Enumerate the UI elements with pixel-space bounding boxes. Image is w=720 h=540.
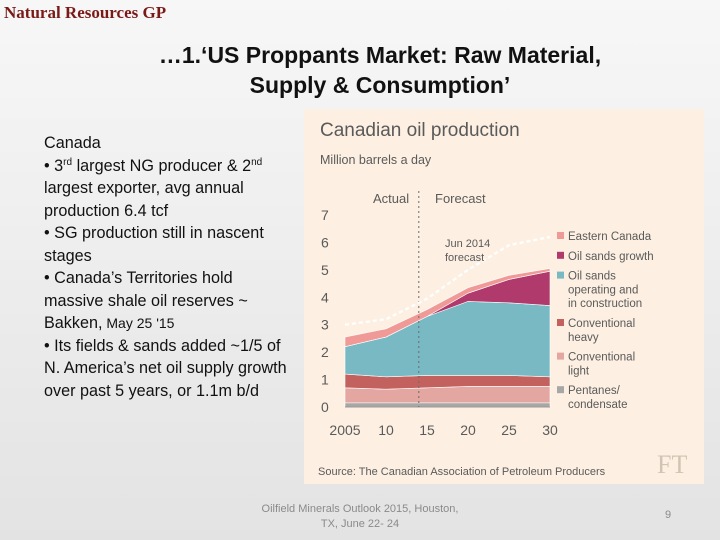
x-tick-label: 30 [542, 422, 558, 438]
bullet-supply-growth: • Its fields & sands added ~1/5 of N. Am… [44, 336, 287, 400]
ft-logo: FT [657, 450, 687, 479]
legend-label: Oil sands [568, 271, 616, 283]
actual-label: Actual [373, 191, 409, 206]
x-tick-label: 20 [460, 422, 476, 438]
y-tick-label: 6 [321, 234, 329, 250]
legend-label: Conventional [568, 352, 635, 364]
slide-footer: Oilfield Minerals Outlook 2015, Houston,… [250, 502, 470, 532]
legend-swatch [557, 251, 564, 259]
area-eastern-canada [344, 268, 551, 348]
page-number: 9 [665, 509, 672, 521]
y-tick-label: 2 [321, 344, 329, 360]
y-tick-label: 0 [321, 399, 329, 415]
oil-production-chart: Canadian oil production Million barrels … [304, 109, 704, 484]
area-pentanes-condensate [344, 402, 551, 408]
slide-body: Canada • 3rd largest NG producer & 2nd l… [44, 132, 294, 402]
legend-swatch [557, 386, 564, 394]
legend-label: in construction [568, 298, 642, 310]
legend-label: operating and [568, 284, 638, 296]
legend-swatch [557, 271, 564, 279]
forecast-label: Forecast [435, 191, 486, 206]
legend-label: Oil sands growth [568, 251, 654, 263]
legend-swatch [557, 232, 564, 239]
brand-label: Natural Resources GP [4, 3, 167, 22]
forecast-annotation: Jun 2014 [445, 238, 490, 250]
x-tick-label: 15 [419, 422, 435, 438]
legend-label: heavy [568, 332, 599, 344]
y-tick-label: 5 [321, 262, 329, 278]
body-heading: Canada [44, 134, 101, 152]
chart-svg: Canadian oil production Million barrels … [318, 120, 687, 479]
legend-label: light [568, 365, 590, 377]
y-tick-label: 4 [321, 289, 329, 305]
footer-line-1: Oilfield Minerals Outlook 2015, Houston, [261, 503, 459, 515]
title-line-1: …1.‘US Proppants Market: Raw Material, [158, 42, 602, 68]
x-tick-label: 2005 [329, 422, 360, 438]
legend-label: Conventional [568, 318, 635, 330]
chart-source: Source: The Canadian Association of Petr… [318, 466, 606, 478]
forecast-annotation: forecast [445, 252, 484, 264]
legend-swatch [557, 319, 564, 326]
bullet-sg-production: • SG production still in nascent stages [44, 224, 264, 265]
legend-label: Eastern Canada [568, 231, 652, 243]
footer-line-2: TX, June 22- 24 [320, 518, 400, 530]
legend-label: Pentanes/ [568, 385, 621, 397]
slide-title: …1.‘US Proppants Market: Raw Material, S… [60, 40, 700, 100]
chart-subtitle: Million barrels a day [320, 153, 432, 167]
forecast-line [344, 235, 551, 326]
y-tick-label: 7 [321, 207, 329, 223]
x-tick-label: 25 [501, 422, 517, 438]
bullet-shale-reserves: • Canada’s Territories hold massive shal… [44, 269, 248, 332]
x-tick-label: 10 [378, 422, 394, 438]
y-tick-label: 3 [321, 317, 329, 333]
chart-title: Canadian oil production [320, 120, 520, 141]
y-tick-label: 1 [321, 372, 329, 388]
title-line-2: Supply & Consumption’ [249, 72, 511, 98]
bullet-ng-producer: • 3rd largest NG producer & 2nd largest … [44, 156, 263, 220]
legend-swatch [557, 352, 564, 360]
legend-label: condensate [568, 399, 627, 411]
